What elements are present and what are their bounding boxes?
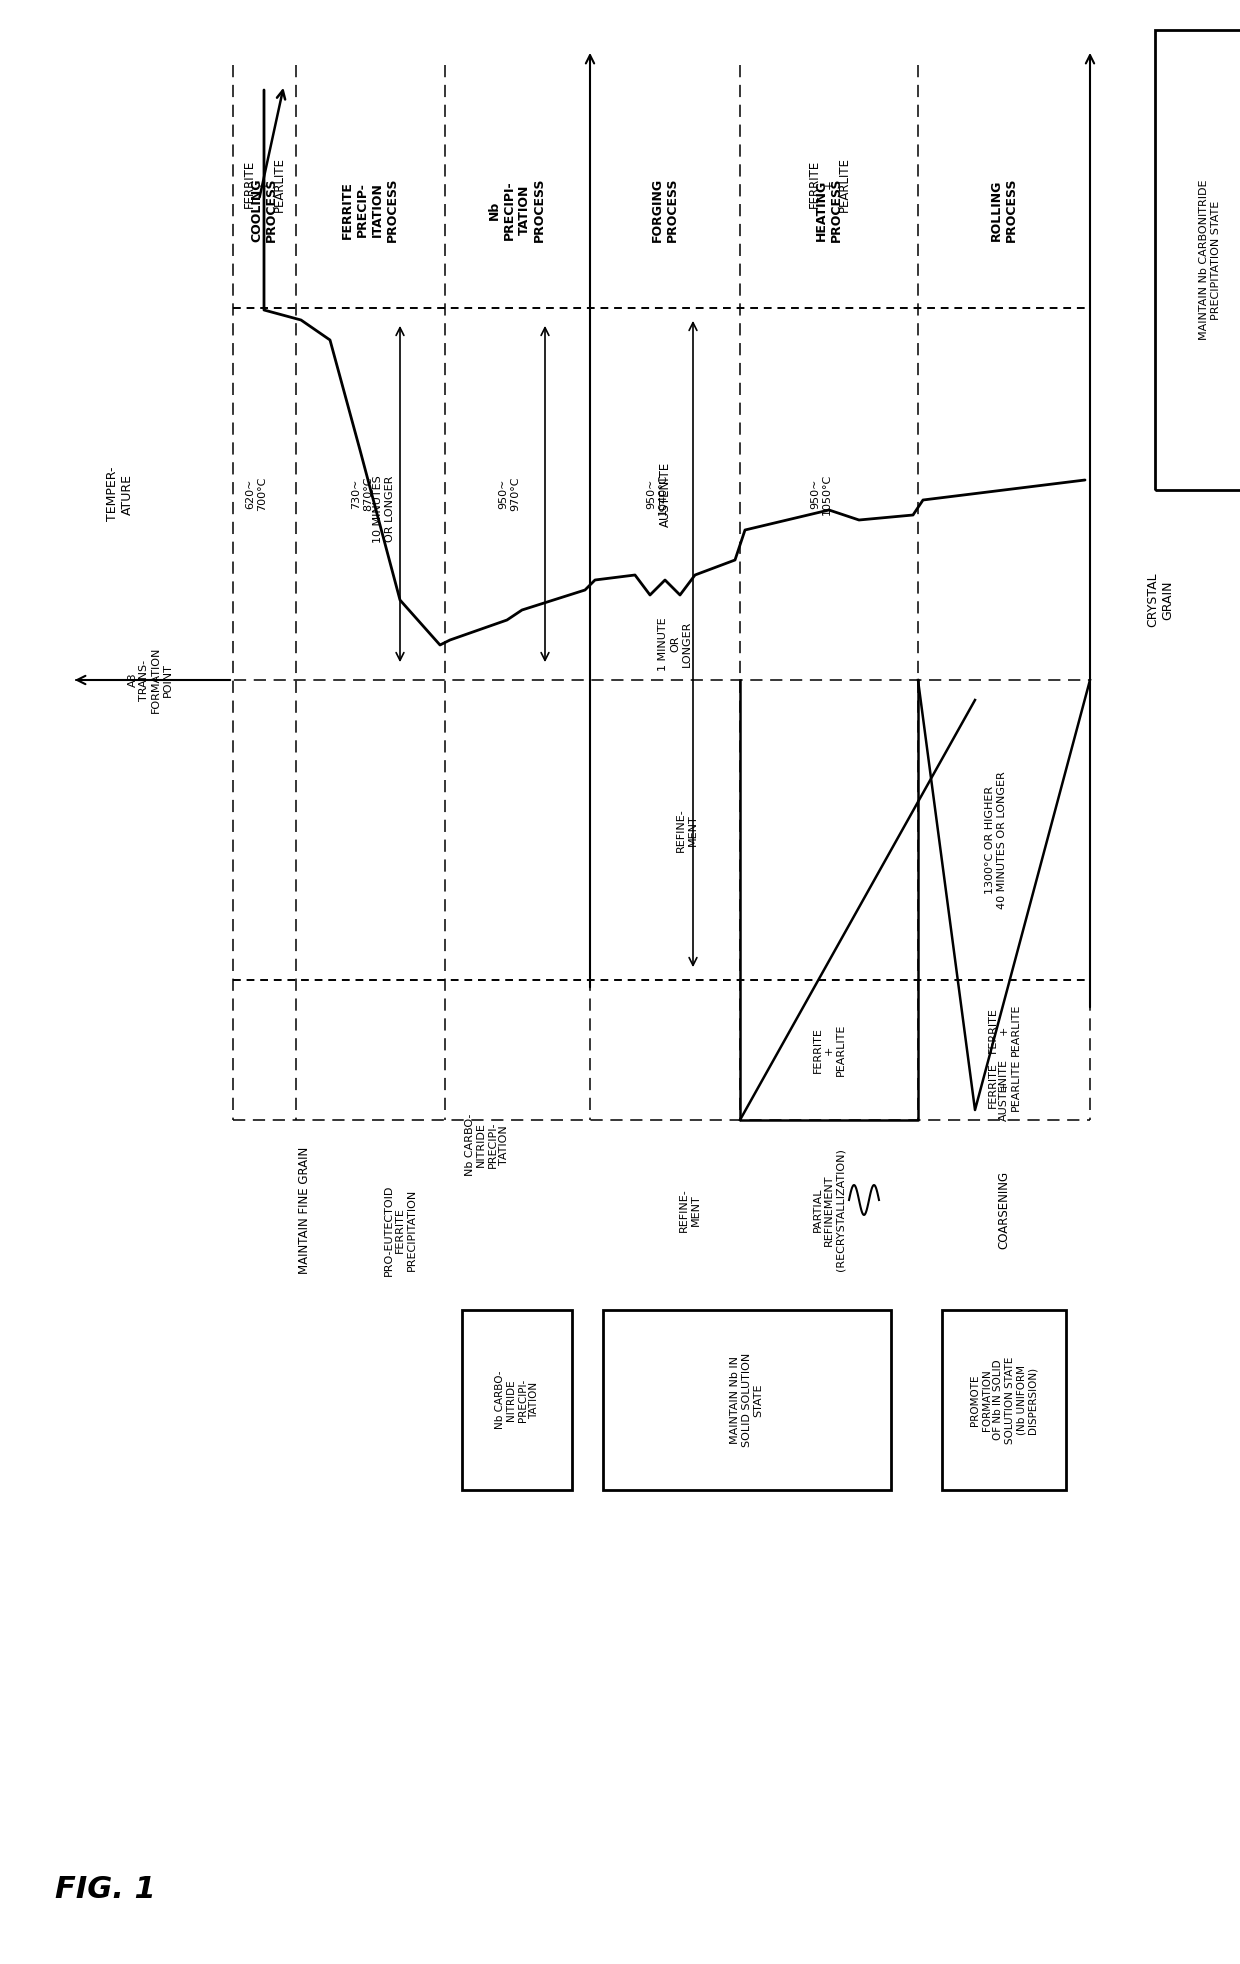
Text: FERRITE
+
PEARLITE: FERRITE + PEARLITE	[812, 1023, 846, 1076]
Text: FERRITE
+
PEARLITE: FERRITE + PEARLITE	[987, 1059, 1021, 1112]
Text: REFINE-
MENT: REFINE- MENT	[676, 807, 698, 852]
Text: FORGING
PROCESS: FORGING PROCESS	[651, 179, 680, 242]
Text: COARSENING: COARSENING	[997, 1171, 1011, 1249]
Text: FIG. 1: FIG. 1	[55, 1876, 156, 1905]
Text: Nb CARBO-
NITRIDE
PRECIPI-
TATION: Nb CARBO- NITRIDE PRECIPI- TATION	[465, 1114, 510, 1176]
Text: Nb
PRECIPI-
TATION
PROCESS: Nb PRECIPI- TATION PROCESS	[489, 179, 546, 242]
Text: PROMOTE
FORMATION
OF Nb IN SOLID
SOLUTION STATE
(Nb UNIFORM
DISPERSION): PROMOTE FORMATION OF Nb IN SOLID SOLUTIO…	[970, 1357, 1038, 1444]
Text: CRYSTAL
GRAIN: CRYSTAL GRAIN	[1146, 573, 1174, 627]
Text: 950~
1040°C: 950~ 1040°C	[646, 473, 668, 515]
Text: Nb CARBO-
NITRIDE
PRECIPI-
TATION: Nb CARBO- NITRIDE PRECIPI- TATION	[495, 1371, 539, 1430]
Text: FERRITE
+
PEARLITE: FERRITE + PEARLITE	[243, 157, 285, 212]
Text: TEMPER-
ATURE: TEMPER- ATURE	[105, 467, 134, 520]
Text: COOLING
PROCESS: COOLING PROCESS	[250, 179, 278, 242]
Text: REFINE-
MENT: REFINE- MENT	[680, 1188, 701, 1231]
Text: 950~
970°C: 950~ 970°C	[498, 477, 520, 511]
Text: PARTIAL
REFINEMENT
(RECRYSTALLIZATION): PARTIAL REFINEMENT (RECRYSTALLIZATION)	[812, 1149, 846, 1271]
Text: FERRITE
+
PEARLITE: FERRITE + PEARLITE	[987, 1004, 1021, 1057]
Text: FERRITE
+
PEARLITE: FERRITE + PEARLITE	[807, 157, 851, 212]
Text: 730~
870°C: 730~ 870°C	[351, 477, 373, 511]
Text: 620~
700°C: 620~ 700°C	[246, 477, 267, 511]
Text: 950~
1050°C: 950~ 1050°C	[810, 473, 832, 515]
Text: 1 MINUTE
OR
LONGER: 1 MINUTE OR LONGER	[658, 617, 692, 672]
Text: MAINTAIN Nb IN
SOLID SOLUTION
STATE: MAINTAIN Nb IN SOLID SOLUTION STATE	[730, 1353, 764, 1447]
Text: FERRITE
PRECIP-
ITATION
PROCESS: FERRITE PRECIP- ITATION PROCESS	[341, 179, 399, 242]
Text: 10 MINUTES
OR LONGER: 10 MINUTES OR LONGER	[373, 475, 394, 542]
Text: 1300°C OR HIGHER
40 MINUTES OR LONGER: 1300°C OR HIGHER 40 MINUTES OR LONGER	[986, 772, 1007, 909]
Text: MAINTAIN Nb CARBONITRIDE
PRECIPITATION STATE: MAINTAIN Nb CARBONITRIDE PRECIPITATION S…	[1199, 181, 1221, 340]
Text: PRO-EUTECTOID
FERRITE
PRECIPITATION: PRO-EUTECTOID FERRITE PRECIPITATION	[383, 1184, 417, 1277]
Text: A3
TRANS-
FORMATION
POINT: A3 TRANS- FORMATION POINT	[128, 646, 172, 713]
Text: AUSTENITE: AUSTENITE	[658, 462, 672, 526]
Text: AUSTENITE: AUSTENITE	[999, 1059, 1009, 1121]
Text: HEATING
PROCESS: HEATING PROCESS	[815, 179, 843, 242]
Text: ROLLING
PROCESS: ROLLING PROCESS	[990, 179, 1018, 242]
Text: MAINTAIN FINE GRAIN: MAINTAIN FINE GRAIN	[298, 1147, 310, 1273]
